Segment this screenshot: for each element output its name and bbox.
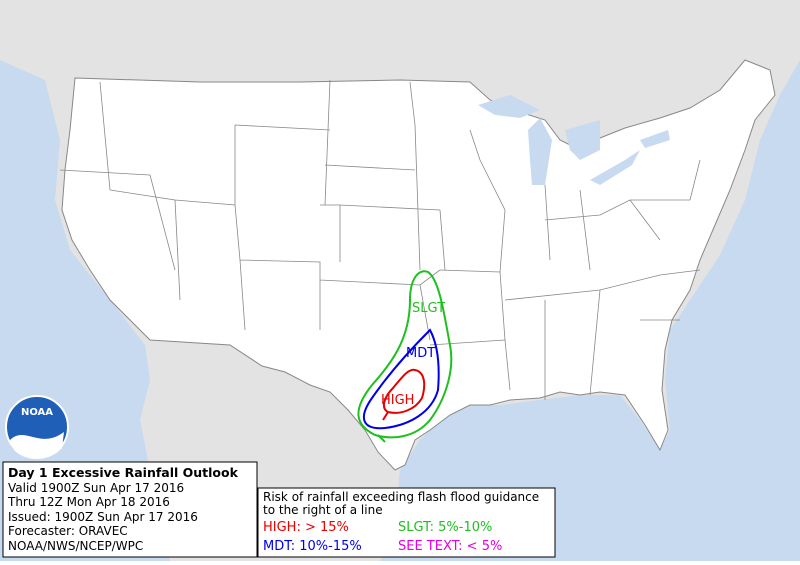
- lake: [640, 130, 670, 148]
- legend-entry: HIGH: > 15%: [263, 520, 349, 535]
- state-borders: [59, 79, 701, 400]
- legend-entry: MDT: 10%-15%: [263, 539, 362, 554]
- contour-label: SLGT: [412, 301, 445, 316]
- info-line: Thru 12Z Mon Apr 18 2016: [7, 495, 170, 509]
- noaa-logo: NOAA: [5, 395, 69, 459]
- legend-box: [257, 487, 556, 558]
- lake: [478, 95, 540, 118]
- lake: [528, 118, 552, 185]
- info-line: NOAA/NWS/NCEP/WPC: [8, 539, 143, 553]
- contour-mdt: [362, 328, 440, 430]
- legend-entry: SLGT: 5%-10%: [398, 520, 492, 535]
- contour-label: MDT: [406, 346, 435, 361]
- info-line: Valid 1900Z Sun Apr 17 2016: [8, 481, 184, 495]
- info-line: Issued: 1900Z Sun Apr 17 2016: [8, 510, 198, 524]
- info-title: Day 1 Excessive Rainfall Outlook: [8, 465, 239, 480]
- legend-entry: SEE TEXT: < 5%: [398, 539, 502, 554]
- legend-description: to the right of a line: [263, 503, 383, 517]
- legend-description: Risk of rainfall exceeding flash flood g…: [263, 490, 539, 504]
- contour-slgt: [357, 270, 453, 443]
- contour-high: [382, 368, 426, 421]
- contour-label: HIGH: [381, 393, 414, 408]
- info-line: Forecaster: ORAVEC: [8, 524, 128, 538]
- lake: [565, 120, 600, 160]
- info-box: [2, 461, 258, 558]
- logo-text: NOAA: [21, 407, 53, 418]
- lake: [590, 150, 640, 185]
